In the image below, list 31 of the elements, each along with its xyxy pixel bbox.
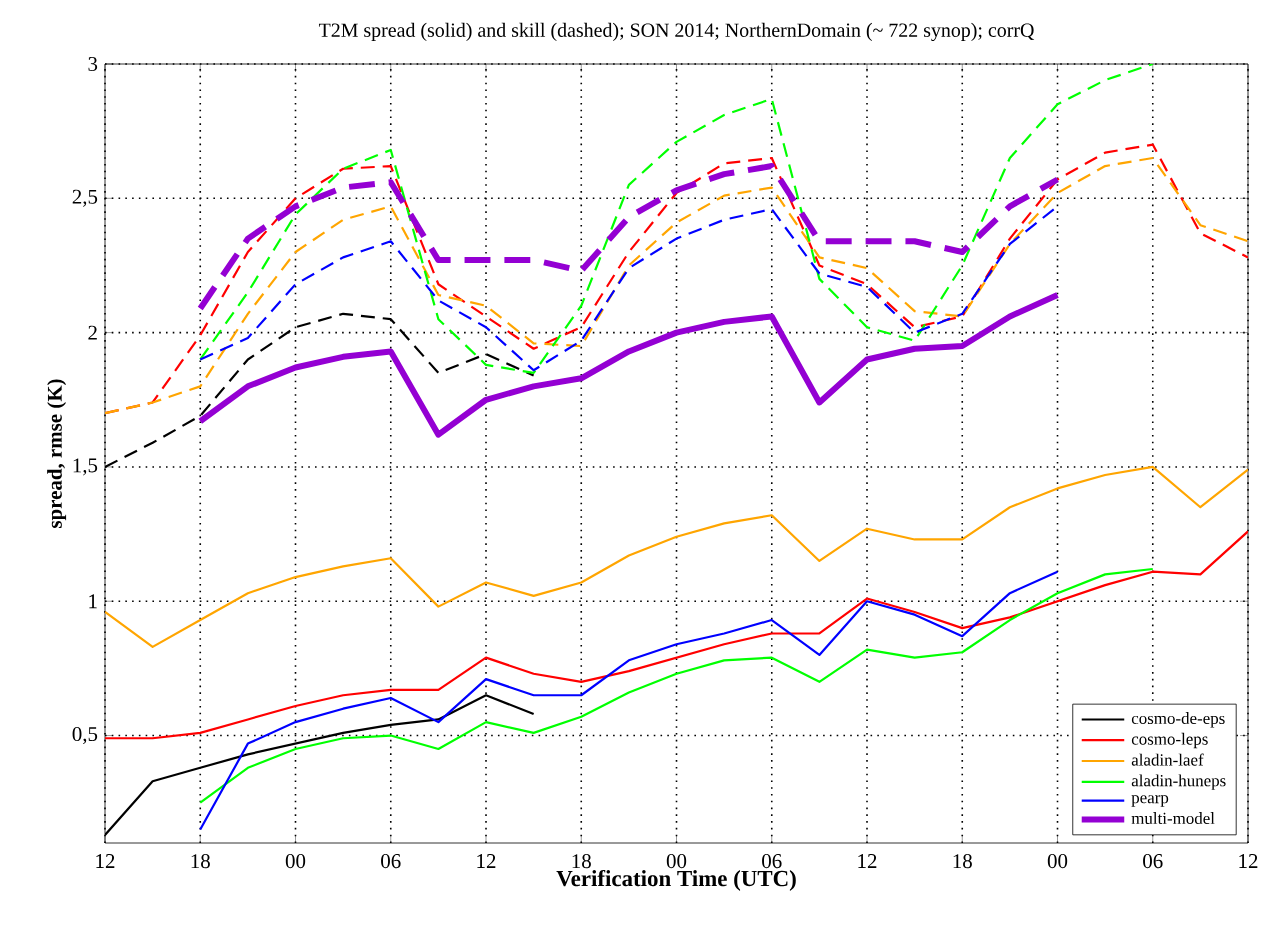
legend-label: cosmo-de-eps (1131, 712, 1225, 728)
legend-label: pearp (1131, 795, 1169, 807)
x-tick-label: 12 (1239, 854, 1258, 868)
x-tick-label: 18 (572, 854, 591, 869)
line-series (105, 465, 1249, 648)
y-tick-label: 1,5 (73, 458, 98, 476)
x-tick-label: 06 (762, 854, 782, 869)
y-tick-label: 3 (88, 56, 98, 72)
x-tick-label: 12 (858, 854, 877, 868)
x-tick-label: 18 (191, 854, 210, 869)
x-tick-label: 12 (477, 854, 496, 868)
y-tick-label: 2,5 (72, 189, 98, 207)
chart-title: T2M spread (solid) and skill (dashed); SON 2014; NorthernDomain (~ 722 synop); corrQ (318, 22, 1035, 42)
x-tick-label: 00 (1047, 854, 1068, 869)
line-series (199, 64, 1154, 375)
x-tick-label: 06 (1143, 854, 1163, 869)
x-tick-label: 00 (285, 854, 306, 869)
legend-label: cosmo-leps (1131, 732, 1208, 749)
legend-label: aladin-huneps (1131, 774, 1226, 790)
x-tick-label: 06 (381, 854, 401, 869)
y-tick-label: 1 (89, 594, 97, 609)
x-axis-title: Verification Time (UTC) (556, 869, 796, 891)
y-tick-label: 0,5 (72, 726, 98, 745)
legend-label: aladin-laef (1131, 753, 1204, 766)
legend-label: multi-model (1131, 812, 1215, 825)
x-tick-label: 00 (666, 854, 687, 869)
y-tick-label: 2 (88, 325, 97, 340)
x-tick-label: 12 (96, 854, 115, 868)
line-series (199, 570, 1059, 831)
x-tick-label: 18 (953, 854, 972, 869)
y-axis-title: spread, rmse (K) (47, 379, 67, 528)
